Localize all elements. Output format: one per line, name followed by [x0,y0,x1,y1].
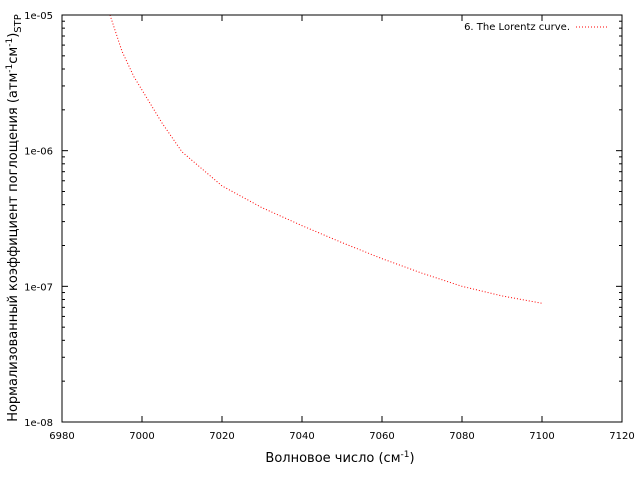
y-tick-label: 1e-08 [24,418,53,429]
legend-label: 6. The Lorentz curve. [464,22,570,33]
x-tick-label: 7060 [369,431,394,442]
x-tick-label: 7040 [289,431,314,442]
x-tick-label: 7080 [449,431,474,442]
x-tick-label: 7000 [129,431,154,442]
x-axis-title-sup: -1 [401,450,410,460]
x-tick-label: 6980 [49,431,74,442]
y-tick-label: 1e-06 [24,147,53,158]
y-tick-label: 1e-07 [24,282,53,293]
y-axis-title: Нормализованный коэффициент поглощения (… [5,14,24,422]
x-tick-label: 7120 [609,431,634,442]
y-tick-label: 1e-05 [24,11,53,22]
x-tick-label: 7100 [529,431,554,442]
legend: 6. The Lorentz curve. [464,22,608,33]
x-axis-title: Волновое число (см-1) [265,450,414,466]
plot-frame [61,14,623,423]
ticks-layer: 6980 7000 7020 7040 7060 7080 7100 7120 1e-05 1e-… [24,11,635,442]
x-tick-label: 7020 [209,431,234,442]
